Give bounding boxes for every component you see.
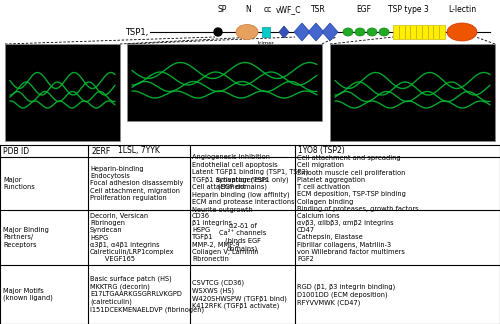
Text: TSR: TSR — [310, 5, 326, 14]
Ellipse shape — [447, 23, 477, 41]
Ellipse shape — [367, 28, 377, 36]
Text: L-lectin: L-lectin — [448, 5, 476, 14]
Polygon shape — [322, 23, 338, 41]
Ellipse shape — [379, 28, 389, 36]
Text: SP: SP — [218, 5, 226, 14]
Text: Calcium ions
αvβ3, αIIbβ3, αmβ2 integrins
CD47
Cathepsin, Elastase
Fibrillar col: Calcium ions αvβ3, αIIbβ3, αmβ2 integrin… — [297, 213, 405, 262]
Text: cc: cc — [264, 5, 272, 14]
Polygon shape — [279, 26, 289, 38]
Text: Basic surface patch (HS)
MKKTRG (decorin)
E17LTGAARKGSGRRLVKGPD
(calreticulin)
I: Basic surface patch (HS) MKKTRG (decorin… — [90, 276, 204, 313]
Text: Major Binding
Partners/
Receptors: Major Binding Partners/ Receptors — [3, 227, 49, 248]
Bar — [393, 25, 445, 39]
Circle shape — [214, 28, 222, 36]
Text: Heparin-binding
Endocytosis
Focal adhesion disassembly
Cell attachment, migratio: Heparin-binding Endocytosis Focal adhesi… — [90, 166, 184, 201]
Text: TSP type 3: TSP type 3 — [388, 5, 428, 14]
Ellipse shape — [236, 25, 258, 40]
Bar — [5, 44, 120, 141]
Bar — [262, 27, 270, 37]
Text: Decorin, Versican
Fibrinogen
Syndecan
HSPG
α3β1, α4β1 integrins
Calreticulin/LRP: Decorin, Versican Fibrinogen Syndecan HS… — [90, 213, 174, 262]
Text: Angiogenesis inhibition
Endothelial cell apoptosis
Latent TGFβ1 binding (TSP1, T: Angiogenesis inhibition Endothelial cell… — [192, 154, 308, 213]
Text: α2-δ1 of
Ca²⁺ channels
(binds EGF
domains): α2-δ1 of Ca²⁺ channels (binds EGF domain… — [219, 223, 266, 252]
Text: vWF_C: vWF_C — [276, 5, 302, 14]
Text: 1LSL, 7YYK: 1LSL, 7YYK — [118, 146, 160, 156]
Text: Major
Functions: Major Functions — [3, 177, 35, 190]
Text: Major Motifs
(known ligand): Major Motifs (known ligand) — [3, 288, 53, 301]
Polygon shape — [308, 23, 324, 41]
Bar — [330, 44, 495, 141]
Ellipse shape — [355, 28, 365, 36]
Bar — [127, 44, 322, 121]
Text: RGD (β1, β3 integrin binding)
D1001DD (ECM deposition)
RFYVVMWK (CD47): RGD (β1, β3 integrin binding) D1001DD (E… — [297, 284, 395, 306]
Ellipse shape — [343, 28, 353, 36]
Text: PDB ID: PDB ID — [3, 146, 29, 156]
Text: CD36
β1 integrins
HSPG
TGFβ1
MMP-2, MMP-9
Collagen V, Laminin
Fibronectin: CD36 β1 integrins HSPG TGFβ1 MMP-2, MMP-… — [192, 213, 258, 262]
Text: TSP1,: TSP1, — [125, 28, 148, 37]
Text: 1YO8 (TSP2): 1YO8 (TSP2) — [298, 146, 345, 156]
Text: Synaptogenesis
(EGF domains): Synaptogenesis (EGF domains) — [216, 177, 269, 191]
Polygon shape — [294, 23, 310, 41]
Text: EGF: EGF — [356, 5, 372, 14]
Text: 2ERF: 2ERF — [91, 146, 110, 156]
Text: trimer: trimer — [258, 41, 274, 46]
Text: N: N — [245, 5, 251, 14]
Text: Cell attachment and spreading
Cell migration
Smooth muscle cell proliferation
Pl: Cell attachment and spreading Cell migra… — [297, 155, 418, 212]
Text: CSVTCG (CD36)
WSXWS (HS)
W420SHWSPW (TGFβ1 bind)
K412RFK (TGFβ1 activate): CSVTCG (CD36) WSXWS (HS) W420SHWSPW (TGF… — [192, 280, 287, 309]
